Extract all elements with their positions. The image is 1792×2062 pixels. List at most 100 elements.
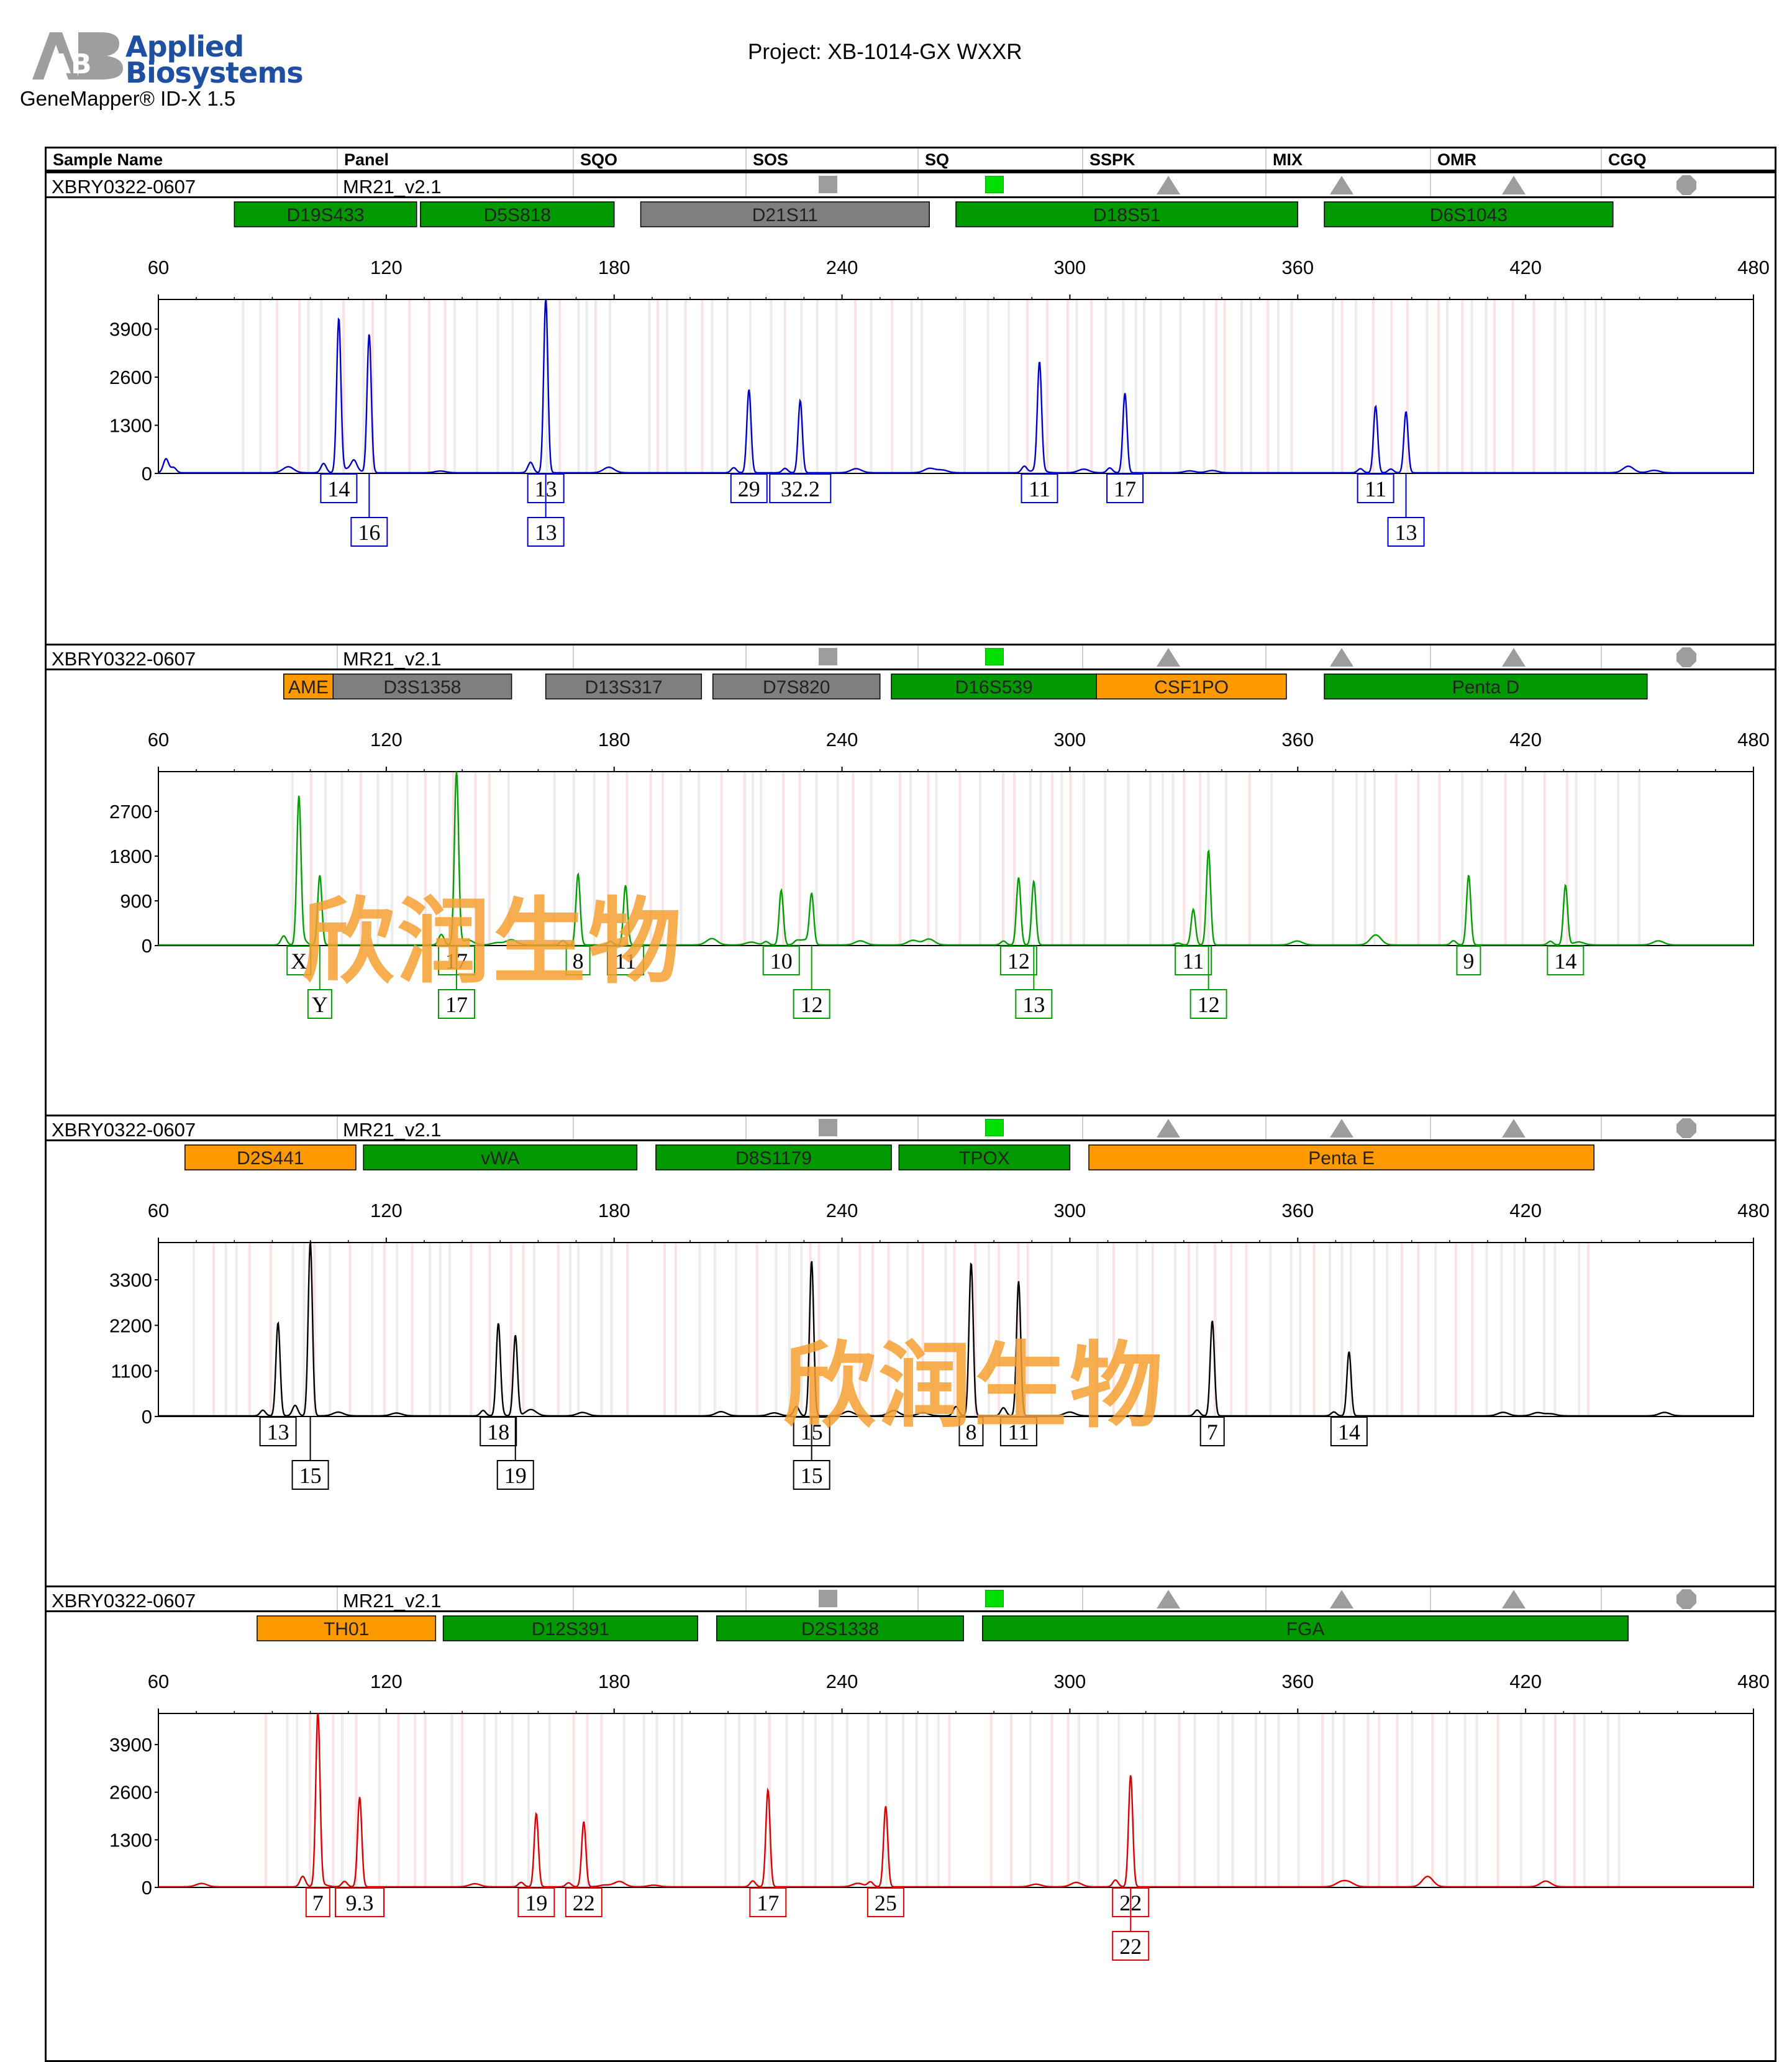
locus-marker-d5s818[interactable]: D5S818 xyxy=(420,201,615,227)
gray-triangle-icon[interactable] xyxy=(1330,648,1353,667)
gray-triangle-icon[interactable] xyxy=(1157,1119,1180,1138)
locus-marker-vwa[interactable]: vWA xyxy=(363,1144,638,1170)
allele-label: 22 xyxy=(573,1891,595,1915)
gray-square-icon[interactable] xyxy=(819,1590,837,1607)
header-sample-name[interactable]: Sample Name xyxy=(53,150,163,169)
allele-call[interactable]: 8 xyxy=(958,1416,984,1446)
gray-octagon-icon[interactable] xyxy=(1676,647,1696,667)
bin-guide xyxy=(1437,299,1440,473)
allele-call[interactable]: 10 xyxy=(762,946,800,975)
allele-call[interactable]: 7 xyxy=(305,1887,330,1917)
bin-guide xyxy=(1400,1243,1403,1416)
allele-call[interactable]: 17 xyxy=(437,946,475,1019)
bin-guide xyxy=(342,299,345,473)
allele-call[interactable]: 12 xyxy=(793,946,830,1019)
allele-call[interactable]: 12 xyxy=(1189,946,1227,1019)
green-square-icon[interactable] xyxy=(985,1119,1004,1136)
header-sqo[interactable]: SQO xyxy=(573,148,745,170)
gray-octagon-icon[interactable] xyxy=(1676,1118,1696,1138)
gray-triangle-icon[interactable] xyxy=(1157,648,1180,667)
bin-guide xyxy=(1485,1243,1488,1416)
allele-call[interactable]: 22 xyxy=(565,1887,603,1917)
allele-call[interactable]: X xyxy=(286,946,312,975)
allele-call[interactable]: 8 xyxy=(565,946,591,975)
header-panel[interactable]: Panel xyxy=(337,148,573,170)
green-square-icon[interactable] xyxy=(985,1590,1004,1607)
locus-marker-d6s1043[interactable]: D6S1043 xyxy=(1324,201,1614,227)
locus-marker-d13s317[interactable]: D13S317 xyxy=(545,673,703,700)
gray-triangle-icon[interactable] xyxy=(1157,1590,1180,1608)
gray-triangle-icon[interactable] xyxy=(1502,176,1526,194)
gray-square-icon[interactable] xyxy=(819,1119,837,1136)
allele-call[interactable]: 29 xyxy=(730,473,768,503)
gray-square-icon[interactable] xyxy=(819,176,837,193)
allele-call[interactable]: 16 xyxy=(350,473,388,547)
gray-triangle-icon[interactable] xyxy=(1502,1119,1526,1138)
allele-call[interactable]: 22 xyxy=(1112,1887,1150,1961)
gray-triangle-icon[interactable] xyxy=(1157,176,1180,194)
locus-marker-d8s1179[interactable]: D8S1179 xyxy=(655,1144,892,1170)
allele-call[interactable]: 19 xyxy=(496,1416,534,1490)
allele-call[interactable]: Y xyxy=(307,946,332,1019)
green-square-icon[interactable] xyxy=(985,176,1004,193)
locus-marker-fga[interactable]: FGA xyxy=(982,1615,1629,1641)
allele-call[interactable]: 32.2 xyxy=(769,473,832,503)
allele-call[interactable]: 17 xyxy=(749,1887,787,1917)
locus-marker-d16s539[interactable]: D16S539 xyxy=(891,673,1097,700)
bin-guide xyxy=(937,1713,940,1887)
allele-call[interactable]: 14 xyxy=(1547,946,1585,975)
allele-call[interactable]: 11 xyxy=(607,946,645,975)
allele-call[interactable]: 14 xyxy=(1330,1416,1368,1446)
allele-call[interactable]: 9 xyxy=(1456,946,1481,975)
locus-marker-tpox[interactable]: TPOX xyxy=(898,1144,1071,1170)
gray-triangle-icon[interactable] xyxy=(1330,1119,1353,1138)
gray-triangle-icon[interactable] xyxy=(1330,1590,1353,1608)
allele-call[interactable]: 13 xyxy=(259,1416,297,1446)
locus-marker-d3s1358[interactable]: D3S1358 xyxy=(332,673,512,700)
gray-triangle-icon[interactable] xyxy=(1330,176,1353,194)
allele-call[interactable]: 11 xyxy=(1175,946,1212,975)
allele-call[interactable]: 9.3 xyxy=(335,1887,385,1917)
allele-call[interactable]: 11 xyxy=(1357,473,1394,503)
header-sos[interactable]: SOS xyxy=(745,148,917,170)
allele-call[interactable]: 15 xyxy=(291,1416,329,1490)
allele-call[interactable]: 11 xyxy=(999,1416,1037,1446)
allele-call[interactable]: 18 xyxy=(480,1416,517,1446)
allele-call[interactable]: 19 xyxy=(517,1887,555,1917)
gray-triangle-icon[interactable] xyxy=(1502,1590,1526,1608)
allele-call[interactable]: 13 xyxy=(1387,473,1425,547)
locus-marker-d21s11[interactable]: D21S11 xyxy=(640,201,930,227)
locus-marker-penta-e[interactable]: Penta E xyxy=(1088,1144,1594,1170)
header-mix[interactable]: MIX xyxy=(1265,148,1430,170)
gray-octagon-icon[interactable] xyxy=(1676,1589,1696,1609)
gray-octagon-icon[interactable] xyxy=(1676,175,1696,195)
allele-call[interactable]: 11 xyxy=(1021,473,1058,503)
locus-marker-csf1po[interactable]: CSF1PO xyxy=(1096,673,1287,700)
locus-marker-th01[interactable]: TH01 xyxy=(257,1615,437,1641)
locus-marker-d7s820[interactable]: D7S820 xyxy=(712,673,881,700)
allele-call[interactable]: 7 xyxy=(1199,1416,1225,1446)
locus-marker-d2s1338[interactable]: D2S1338 xyxy=(716,1615,964,1641)
gray-square-icon[interactable] xyxy=(819,648,837,665)
allele-call[interactable]: 13 xyxy=(527,473,565,547)
green-square-icon[interactable] xyxy=(985,648,1004,665)
allele-call[interactable]: 17 xyxy=(1106,473,1144,503)
bin-guide xyxy=(1340,1243,1344,1416)
allele-call[interactable]: 13 xyxy=(1015,946,1053,1019)
header-sq[interactable]: SQ xyxy=(917,148,1082,170)
bin-guide xyxy=(509,1243,512,1416)
allele-call[interactable]: 15 xyxy=(793,1416,830,1490)
header-omr[interactable]: OMR xyxy=(1430,148,1601,170)
locus-marker-ame[interactable]: AME xyxy=(283,673,334,700)
header-cgq[interactable]: CGQ xyxy=(1601,148,1775,170)
locus-marker-d2s441[interactable]: D2S441 xyxy=(184,1144,357,1170)
locus-marker-d12s391[interactable]: D12S391 xyxy=(442,1615,698,1641)
allele-call[interactable]: 25 xyxy=(866,1887,904,1917)
gray-triangle-icon[interactable] xyxy=(1502,648,1526,667)
locus-marker-d18s51[interactable]: D18S51 xyxy=(955,201,1299,227)
allele-call[interactable]: 14 xyxy=(320,473,358,503)
locus-marker-penta-d[interactable]: Penta D xyxy=(1324,673,1648,700)
allele-call[interactable]: 12 xyxy=(999,946,1037,975)
locus-marker-d19s433[interactable]: D19S433 xyxy=(234,201,417,227)
header-sspk[interactable]: SSPK xyxy=(1082,148,1265,170)
